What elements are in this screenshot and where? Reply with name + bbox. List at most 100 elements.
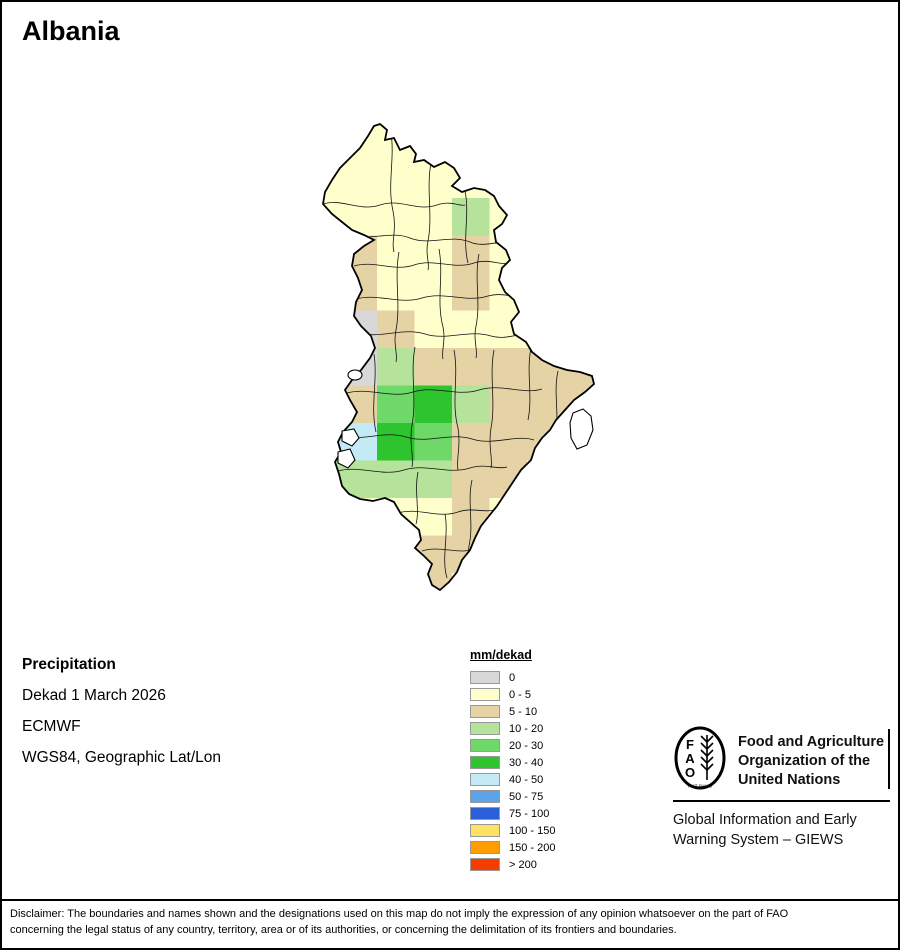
info-source: ECMWF <box>22 718 81 735</box>
legend-label: 0 - 5 <box>509 688 532 701</box>
legend-label: 20 - 30 <box>509 739 544 752</box>
fao-logo-letter: F <box>686 737 694 752</box>
legend-label: 0 <box>509 671 516 684</box>
albania-precipitation-map <box>322 122 596 592</box>
legend-label: > 200 <box>509 858 537 871</box>
legend-swatch <box>470 705 500 718</box>
giews-line: Global Information and Early <box>673 812 857 828</box>
fao-logo-oval <box>674 726 726 790</box>
legend-item: 0 - 5 <box>470 686 555 703</box>
page-title: Albania <box>22 16 120 46</box>
legend-label: 30 - 40 <box>509 756 544 769</box>
info-heading: Precipitation <box>22 656 116 673</box>
grid-cell <box>452 273 490 311</box>
grid-cell <box>452 348 490 386</box>
legend-item: 75 - 100 <box>470 805 555 822</box>
grid-cell <box>339 124 377 161</box>
fao-logo-letter: A <box>685 751 695 766</box>
grid-cell <box>489 498 527 536</box>
grid-cell <box>323 198 340 236</box>
fao-logo-letter: O <box>685 765 695 780</box>
grid-cell <box>414 573 452 590</box>
disclaimer-line: Disclaimer: The boundaries and names sho… <box>10 908 789 920</box>
legend-swatch <box>470 790 500 803</box>
legend-item: 5 - 10 <box>470 703 555 720</box>
legend-label: 10 - 20 <box>509 722 544 735</box>
legend-title: mm/dekad <box>470 648 532 662</box>
grid-cell <box>339 310 377 348</box>
legend-item: 100 - 150 <box>470 822 555 839</box>
grid-cell <box>323 460 340 498</box>
wheat-icon <box>700 735 714 780</box>
grid-cell <box>339 160 377 198</box>
grid-cell <box>489 160 527 198</box>
grid-cell <box>489 460 527 498</box>
legend-swatch <box>470 739 500 752</box>
legend-swatch <box>470 756 500 769</box>
fao-name-line: Food and Agriculture <box>738 734 885 750</box>
legend-swatch <box>470 841 500 854</box>
fao-name-line: Organization of the <box>738 753 871 769</box>
grid-cell <box>452 423 490 461</box>
legend-label: 75 - 100 <box>509 807 550 820</box>
info-dekad: Dekad 1 March 2026 <box>22 687 166 704</box>
lake <box>569 408 594 450</box>
grid-cell <box>564 348 594 386</box>
info-projection: WGS84, Geographic Lat/Lon <box>22 749 222 766</box>
lake <box>347 369 363 381</box>
grid-cell <box>377 273 415 311</box>
grid-cell <box>377 160 415 198</box>
legend-label: 5 - 10 <box>509 705 538 718</box>
grid-cell <box>452 198 490 236</box>
grid-cell <box>377 385 415 423</box>
grid-cell <box>452 535 490 573</box>
legend-item: 10 - 20 <box>470 720 555 737</box>
country-outline <box>322 122 596 592</box>
fao-name: Food and Agriculture Organization of the… <box>738 733 884 790</box>
grid-cell <box>414 124 452 161</box>
grid-cell <box>452 385 490 423</box>
grid-cell <box>452 235 490 273</box>
giews-line: Warning System – GIEWS <box>673 832 844 848</box>
fao-name-line: United Nations <box>738 772 841 788</box>
grid-cell <box>489 310 527 348</box>
grid-cell <box>377 460 415 498</box>
grid-cell <box>489 348 527 386</box>
grid-cell <box>377 348 415 386</box>
grid-cell <box>414 460 452 498</box>
grid-cell <box>323 423 340 461</box>
fao-logo-letters: F A O <box>685 737 695 780</box>
grid-cell <box>414 348 452 386</box>
giews-name: Global Information and Early Warning Sys… <box>673 810 857 850</box>
coastal-lagoon <box>337 448 356 469</box>
grid-cell <box>323 160 340 198</box>
grid-cell <box>414 198 452 236</box>
legend-item: > 200 <box>470 856 555 873</box>
grid-cell <box>414 273 452 311</box>
legend: mm/dekad 0 0 - 5 5 - 10 10 - 20 20 - 30 30 - … <box>470 648 555 873</box>
grid-cell <box>489 423 527 461</box>
grid-cell <box>414 310 452 348</box>
legend-swatch <box>470 722 500 735</box>
grid-cell <box>414 235 452 273</box>
fao-logo: F A O FIAT PANIS <box>674 726 726 790</box>
grid-cell <box>377 198 415 236</box>
fao-logo-motto: FIAT PANIS <box>688 784 712 789</box>
legend-swatch <box>470 807 500 820</box>
grid-cell <box>339 498 377 536</box>
legend-label: 40 - 50 <box>509 773 544 786</box>
legend-item: 150 - 200 <box>470 839 555 856</box>
district-boundaries <box>323 132 559 579</box>
disclaimer-line: concerning the legal status of any count… <box>10 924 677 936</box>
legend-label: 100 - 150 <box>509 824 556 837</box>
grid-cell <box>489 273 527 311</box>
grid-cell <box>489 385 527 423</box>
legend-item: 30 - 40 <box>470 754 555 771</box>
legend-item: 50 - 75 <box>470 788 555 805</box>
grid-cell <box>452 124 490 161</box>
fao-divider <box>673 800 890 802</box>
info-block: Precipitation Dekad 1 March 2026 ECMWF W… <box>22 655 221 779</box>
legend-item: 0 <box>470 669 555 686</box>
legend-item: 40 - 50 <box>470 771 555 788</box>
